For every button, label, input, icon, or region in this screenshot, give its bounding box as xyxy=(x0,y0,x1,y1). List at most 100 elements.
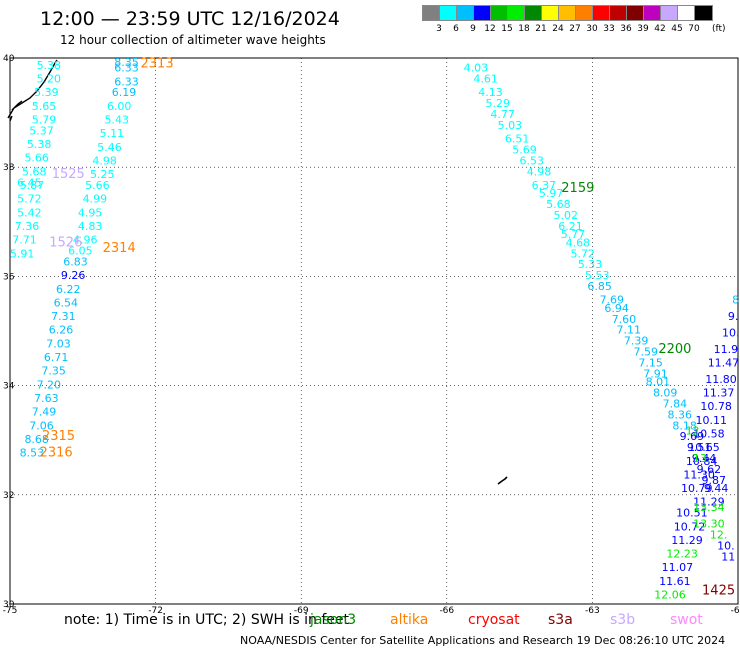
swh-value-label: 12.06 xyxy=(654,589,686,602)
swh-value-label: 5.20 xyxy=(37,73,62,86)
swh-value-label: 4.68 xyxy=(566,236,591,249)
swh-value-label: 5.02 xyxy=(553,209,578,222)
swh-value-label: 5.25 xyxy=(90,168,115,181)
swh-value-label: 5.68 xyxy=(546,198,571,211)
legend-level-label: 6 xyxy=(453,24,459,34)
lon-tick-label: -63 xyxy=(585,606,600,616)
lat-tick-label: 36 xyxy=(3,272,15,282)
swh-value-label: 6.22 xyxy=(56,283,81,296)
swh-value-label: 5.66 xyxy=(24,152,49,165)
lat-tick-label: 32 xyxy=(3,491,14,501)
swh-value-label: 10.72 xyxy=(674,520,706,533)
legend-level-label: 21 xyxy=(535,24,547,34)
legend-swatch xyxy=(694,5,713,21)
swh-value-label: 7.60 xyxy=(612,313,637,326)
swh-value-label: 4.98 xyxy=(527,165,552,178)
swh-value-label: 7.84 xyxy=(663,397,688,410)
swh-value-label: 5.38 xyxy=(37,59,62,72)
lat-tick-label: 38 xyxy=(3,163,15,173)
swh-value-label: 5.33 xyxy=(578,258,603,271)
swh-value-label: 9.87 xyxy=(701,474,726,487)
legend-level-label: 30 xyxy=(586,24,598,34)
lon-tick-label: -66 xyxy=(439,606,454,616)
swh-value-label: 4.95 xyxy=(78,206,103,219)
legend-level-label: 39 xyxy=(637,24,649,34)
legend-level-label: 36 xyxy=(620,24,632,34)
swh-value-label: 10.65 xyxy=(688,441,720,454)
swh-value-label: 10.84 xyxy=(686,455,718,468)
legend-level-label: 12 xyxy=(484,24,496,34)
lat-tick-label: 40 xyxy=(3,54,15,64)
swh-value-label: 11.9 xyxy=(714,343,739,356)
swh-value-label: 6.83 xyxy=(63,255,88,268)
swh-value-label: 9.26 xyxy=(61,269,86,282)
swh-value-label: 10.58 xyxy=(693,427,725,440)
swh-value-label: 5.39 xyxy=(34,86,59,99)
satellite-s3a: s3a xyxy=(548,612,573,628)
swh-value-label: 5.65 xyxy=(32,100,57,113)
swh-value-label: 5.29 xyxy=(486,97,511,110)
swh-value-label: 10.78 xyxy=(700,400,732,413)
swh-value-label: 11.29 xyxy=(693,496,725,509)
swh-value-label: 5.53 xyxy=(585,269,610,282)
pass-time-label: 2316 xyxy=(40,446,73,461)
lon-tick-label: -60 xyxy=(731,606,740,616)
swh-value-label: 5.11 xyxy=(100,127,125,140)
satellite-legend: jason3 altika cryosat s3a s3b swot xyxy=(0,612,740,632)
swh-value-label: 8 xyxy=(732,294,739,307)
swh-value-label: 8.53 xyxy=(20,447,45,460)
legend-level-label: 45 xyxy=(671,24,683,34)
legend-level-label: 3 xyxy=(436,24,442,34)
lon-tick-label: -72 xyxy=(148,606,163,616)
swh-value-label: 5.66 xyxy=(85,179,110,192)
swh-value-label: 5.37 xyxy=(29,124,54,137)
swh-value-label: 12. xyxy=(710,528,728,541)
swh-value-label: 10. xyxy=(717,539,735,552)
legend-level-label: 18 xyxy=(518,24,530,34)
swh-value-label: 5.91 xyxy=(10,247,35,260)
swh-value-label: 7.49 xyxy=(32,406,57,419)
swh-value-label: 9.62 xyxy=(697,463,722,476)
swh-value-label: 4.99 xyxy=(83,193,108,206)
swh-value-label: 5.69 xyxy=(512,144,537,157)
swh-value-label: 11.80 xyxy=(705,373,737,386)
lat-tick-label: 34 xyxy=(3,382,15,392)
swh-value-label: 10.79 xyxy=(681,482,713,495)
map-subtitle: 12 hour collection of altimeter wave hei… xyxy=(60,33,326,47)
swh-value-label: 5.43 xyxy=(105,114,130,127)
swh-value-label: 7.63 xyxy=(34,392,59,405)
swh-value-label: 5.72 xyxy=(17,193,42,206)
bermuda-island xyxy=(497,476,508,485)
swh-value-label: 11 xyxy=(721,550,735,563)
pass-time-label: 1526 xyxy=(49,235,82,250)
swh-value-label: 9.69 xyxy=(680,430,705,443)
satellite-jason3: jason3 xyxy=(310,612,357,628)
lon-tick-label: -69 xyxy=(294,606,309,616)
pass-time-label: 2313 xyxy=(141,56,174,71)
lon-tick-label: -75 xyxy=(3,606,18,616)
credit-line: NOAA/NESDIS Center for Satellite Applica… xyxy=(240,634,726,647)
swh-value-label: 7.03 xyxy=(46,337,71,350)
swh-value-label: 4.83 xyxy=(78,220,103,233)
swh-value-label: 9.44 xyxy=(704,482,729,495)
swh-value-label: 6.19 xyxy=(112,86,137,99)
swh-value-label: 7.59 xyxy=(634,346,659,359)
swh-value-label: 5.97 xyxy=(539,187,564,200)
swh-value-label: 5.42 xyxy=(17,206,42,219)
swh-value-label: 4.13 xyxy=(478,86,503,99)
map-title: 12:00 — 23:59 UTC 12/16/2024 xyxy=(40,8,340,30)
swh-value-label: 7.35 xyxy=(41,365,66,378)
pass-time-label: 2314 xyxy=(103,241,136,256)
legend-level-label: 15 xyxy=(501,24,513,34)
swh-value-label: 7.31 xyxy=(51,310,76,323)
swh-value-label: 11.30 xyxy=(683,468,715,481)
swh-value-label: 6.54 xyxy=(54,296,79,309)
legend-level-label: 24 xyxy=(552,24,564,34)
swh-value-label: 13. xyxy=(693,452,711,465)
lat-tick-label: 30 xyxy=(3,600,15,610)
swh-value-label: 11.47 xyxy=(708,356,740,369)
swh-value-label: 13.30 xyxy=(693,518,725,531)
satellite-cryosat: cryosat xyxy=(468,612,520,628)
swh-value-label: 5.46 xyxy=(97,141,122,154)
